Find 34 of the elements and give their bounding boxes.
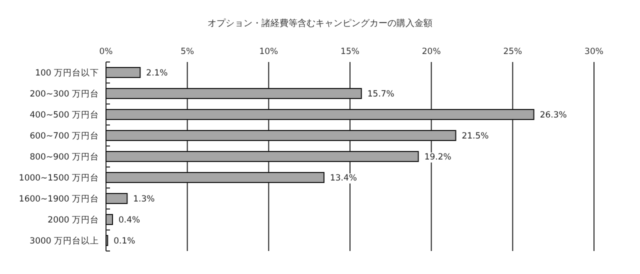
data-label: 13.4% [330, 174, 357, 184]
x-tick-label: 20% [422, 47, 441, 57]
y-tick-label: 600~700 万円台 [30, 130, 99, 142]
bar [106, 67, 141, 78]
x-tick-label: 5% [180, 47, 194, 57]
data-label: 21.5% [462, 132, 489, 142]
x-tick-label: 0% [99, 47, 113, 57]
y-tick-label: 1600~1900 万円台 [18, 194, 99, 204]
y-tick-label: 100 万円台以下 [35, 68, 99, 78]
y-tick-label: 1000~1500 万円台 [18, 172, 99, 184]
bar [106, 130, 456, 141]
data-label: 19.2% [424, 152, 452, 162]
bar [106, 151, 419, 162]
data-label: 0.4% [118, 216, 140, 226]
bar [106, 172, 324, 183]
y-tick-label: 3000 万円台以上 [30, 236, 99, 246]
y-tick-label: 200~300 万円台 [30, 88, 99, 100]
data-label: 15.7% [367, 90, 394, 100]
data-label: 1.3% [133, 194, 155, 204]
y-tick-label: 800~900 万円台 [30, 152, 99, 162]
x-tick-label: 25% [503, 47, 522, 57]
data-label: 0.1% [114, 236, 136, 246]
data-label: 26.3% [540, 110, 567, 120]
x-tick-label: 15% [340, 47, 360, 57]
x-tick-label: 10% [259, 47, 278, 57]
y-tick-label: 2000 万円台 [48, 214, 99, 226]
bar [106, 109, 534, 120]
y-tick-label: 400~500 万円台 [30, 110, 99, 120]
bar [106, 214, 114, 225]
bar [106, 193, 128, 204]
bar [106, 88, 362, 99]
data-label: 2.1% [146, 68, 168, 78]
x-tick-label: 30% [584, 47, 604, 57]
chart-title: オプション・諸経費等含むキャンピングカーの購入金額 [208, 18, 432, 29]
